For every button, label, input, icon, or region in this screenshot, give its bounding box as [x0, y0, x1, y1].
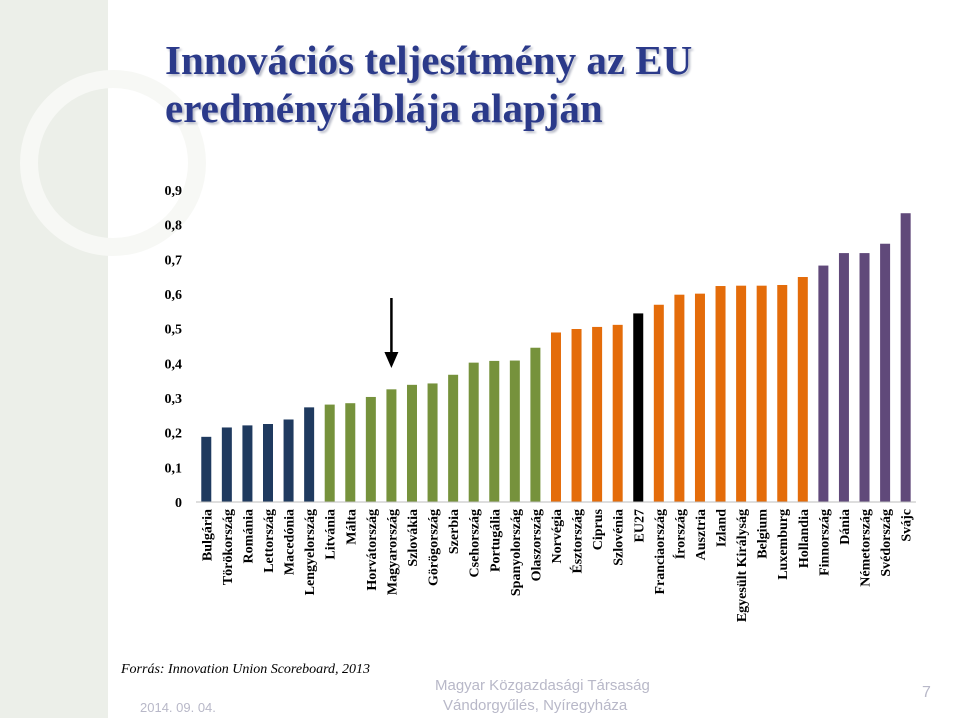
bar-Szerbia	[448, 374, 459, 502]
y-tick-label: 0,6	[165, 288, 183, 303]
x-tick-label: Norvégia	[550, 509, 565, 563]
bar-Izland	[715, 286, 726, 502]
bar-Románia	[242, 425, 253, 502]
bar-Luxemburg	[777, 284, 788, 502]
y-tick-label: 0	[175, 496, 182, 511]
x-tick-label: Szerbia	[447, 509, 462, 554]
bar-Ausztria	[694, 293, 705, 502]
x-tick-label: Hollandia	[797, 509, 812, 568]
arrow-head	[384, 352, 399, 368]
bar-Svájc	[900, 213, 911, 503]
x-tick-label: Finnország	[817, 509, 832, 576]
bar-Horvátország	[365, 396, 376, 502]
x-tick-label: Belgium	[756, 509, 771, 559]
footer-date: 2014. 09. 04.	[140, 700, 216, 715]
x-tick-label: Bulgária	[200, 509, 215, 561]
bar-Norvégia	[550, 332, 561, 502]
bar-Szlovénia	[612, 324, 623, 502]
bar-Törökország	[221, 427, 232, 502]
bar-Lengyelország	[304, 407, 315, 502]
x-tick-label: Macedónia	[283, 509, 298, 575]
x-tick-label: Izland	[715, 509, 730, 547]
bar-Magyarország	[386, 389, 397, 502]
hungary-arrow-marker	[384, 298, 399, 368]
bar-Németország	[859, 253, 870, 502]
x-tick-label: Észtország	[569, 509, 586, 574]
x-tick-label: Litvánia	[324, 509, 339, 560]
x-tick-label: Spanyolország	[509, 509, 524, 596]
x-tick-label: Ciprus	[591, 508, 606, 550]
x-tick-label: Németország	[859, 509, 874, 587]
x-tick-label: Törökország	[221, 509, 236, 585]
x-tick-label: Horvátország	[365, 509, 380, 591]
bar-Spanyolország	[509, 360, 520, 502]
page-number: 7	[922, 684, 931, 701]
y-tick-label: 0,9	[165, 184, 183, 199]
x-tick-label: Luxemburg	[776, 509, 791, 580]
source-note: Forrás: Innovation Union Scoreboard, 201…	[121, 662, 370, 677]
bar-EU27	[633, 313, 644, 502]
bar-Bulgária	[201, 436, 212, 502]
bar-Svédország	[880, 243, 891, 503]
y-tick-label: 0,1	[165, 461, 183, 476]
bar-Észtország	[571, 329, 582, 502]
bar-Lettország	[263, 424, 273, 502]
bar-Málta	[345, 403, 356, 502]
x-tick-label: Szlovákia	[406, 509, 421, 567]
bar-Csehország	[468, 362, 479, 502]
bar-Olaszország	[530, 347, 541, 502]
x-tick-label: Dánia	[838, 509, 853, 545]
x-tick-label: Románia	[241, 509, 256, 563]
bar-Egyesült Királyság	[736, 285, 747, 502]
x-tick-label: Görögország	[427, 509, 442, 586]
x-tick-label: Lettország	[262, 509, 277, 573]
x-tick-label: Lengyelország	[303, 509, 318, 595]
footer-org-line2: Vándorgyűlés, Nyíregyháza	[443, 697, 628, 714]
y-tick-label: 0,8	[165, 219, 183, 234]
bar-Belgium	[756, 285, 767, 502]
bar-Finnország	[818, 265, 829, 502]
bar-Görögország	[427, 383, 438, 502]
bar-Írország	[674, 294, 685, 502]
slide-title-line2: eredménytáblája alapján	[165, 85, 603, 131]
x-tick-label: Málta	[344, 509, 359, 545]
bar-Macedónia	[283, 419, 294, 502]
y-axis: 0 0,1 0,2 0,3 0,4 0,5 0,6 0,7 0,8 0,9	[165, 184, 183, 511]
bar-Portugália	[489, 360, 500, 502]
bars	[201, 213, 911, 503]
x-tick-label: Ausztria	[694, 509, 709, 560]
bar-Szlovákia	[406, 384, 417, 502]
bar-Hollandia	[797, 277, 808, 502]
x-tick-label: Szlovénia	[612, 509, 627, 566]
bar-Litvánia	[324, 404, 335, 502]
x-tick-label: Egyesült Királyság	[735, 509, 750, 622]
slide-title-line1: Innovációs teljesítmény az EU	[165, 37, 693, 83]
bar-Dánia	[838, 253, 849, 502]
y-tick-label: 0,3	[165, 392, 183, 407]
slide-title: Innovációs teljesítmény az EU eredménytá…	[165, 36, 692, 132]
x-tick-label: Olaszország	[529, 509, 544, 581]
footer-org-line1: Magyar Közgazdasági Társaság	[435, 677, 650, 694]
x-tick-label: EU27	[632, 509, 647, 542]
bar-Ciprus	[592, 326, 603, 502]
x-tick-label: Csehország	[468, 509, 483, 577]
x-tick-label: Svájc	[900, 509, 915, 542]
x-axis-labels: Bulgária Törökország Románia Lettország Mace…	[200, 508, 914, 622]
x-tick-label: Magyarország	[385, 509, 400, 595]
x-tick-label: Írország	[671, 509, 688, 559]
x-tick-label: Portugália	[488, 509, 503, 572]
y-tick-label: 0,2	[165, 427, 183, 442]
y-tick-label: 0,4	[165, 357, 183, 372]
y-tick-label: 0,7	[165, 253, 183, 268]
x-tick-label: Franciaország	[653, 509, 668, 595]
y-tick-label: 0,5	[165, 323, 183, 338]
x-tick-label: Svédország	[879, 509, 894, 577]
bar-Franciaország	[653, 304, 664, 502]
